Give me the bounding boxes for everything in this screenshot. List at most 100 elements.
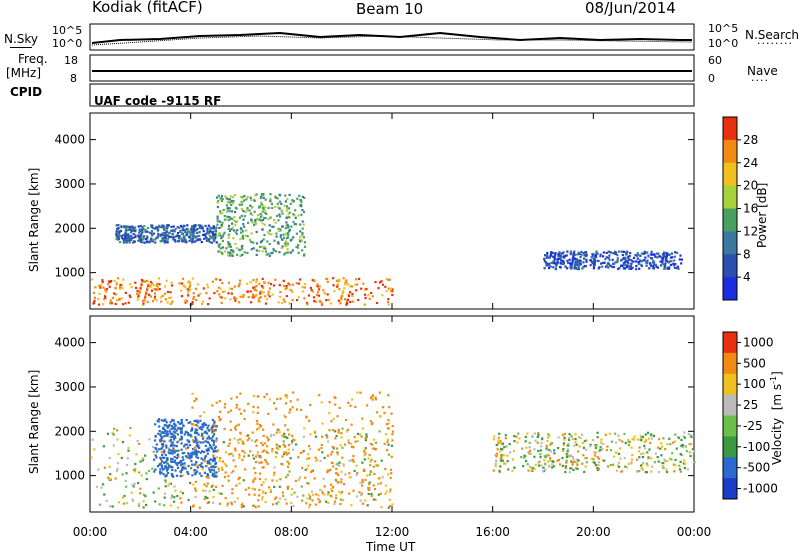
echo-cell-echo-evening bbox=[606, 264, 609, 267]
echo-cell-echo-band-lower bbox=[121, 287, 124, 290]
echo-cell-negative-flow bbox=[313, 477, 316, 480]
echo-cell-echo-arc-morning bbox=[277, 219, 280, 222]
echo-cell-positive-flow bbox=[209, 458, 212, 461]
echo-cell-echo-evening bbox=[559, 257, 562, 260]
echo-cell-echo-band-upper bbox=[151, 240, 155, 243]
echo-cell-echo-band-lower bbox=[288, 288, 292, 291]
echo-cell-evening-ground bbox=[578, 445, 581, 448]
echo-cell-echo-band-upper bbox=[148, 241, 151, 244]
echo-cell-positive-flow bbox=[211, 472, 215, 475]
echo-cell-echo-arc-morning bbox=[284, 244, 287, 248]
echo-cell-echo-band-lower bbox=[197, 294, 200, 297]
echo-cell-ground-scatter bbox=[93, 448, 96, 451]
echo-cell-positive-flow bbox=[182, 458, 185, 461]
echo-cell-echo-band-upper bbox=[210, 241, 213, 244]
echo-cell-echo-band-lower bbox=[233, 296, 236, 299]
echo-cell-evening-ground bbox=[671, 441, 674, 444]
echo-cell-echo-arc-morning bbox=[288, 211, 291, 214]
echo-cell-evening-ground bbox=[665, 468, 668, 471]
echo-cell-evening-ground bbox=[571, 461, 574, 464]
echo-cell-negative-flow bbox=[308, 445, 311, 448]
echo-cell-ground-scatter bbox=[341, 446, 344, 449]
echo-cell-ground-scatter bbox=[254, 506, 257, 509]
echo-cell-negative-flow bbox=[230, 397, 233, 400]
echo-cell-positive-flow bbox=[211, 439, 214, 442]
echo-cell-echo-band-lower bbox=[181, 277, 185, 280]
echo-cell-echo-band-lower bbox=[234, 299, 237, 302]
echo-cell-ground-scatter bbox=[377, 493, 380, 496]
echo-cell-echo-arc-morning bbox=[299, 199, 303, 202]
echo-cell-echo-band-lower bbox=[271, 293, 274, 296]
echo-cell-ground-scatter bbox=[194, 487, 197, 490]
echo-cell-echo-band-lower bbox=[187, 289, 190, 292]
echo-cell-echo-band-lower bbox=[363, 293, 367, 296]
echo-cell-ground-scatter bbox=[315, 493, 318, 496]
echo-cell-echo-evening bbox=[622, 250, 626, 253]
echo-cell-echo-band-upper bbox=[124, 230, 127, 233]
echo-cell-ground-scatter bbox=[334, 430, 337, 433]
echo-cell-echo-band-lower bbox=[332, 277, 335, 280]
echo-cell-echo-evening bbox=[570, 265, 573, 268]
echo-cell-echo-band-upper bbox=[118, 233, 121, 237]
echo-cell-echo-band-lower bbox=[207, 303, 210, 306]
echo-cell-echo-band-lower bbox=[301, 286, 304, 289]
echo-cell-ground-scatter bbox=[230, 501, 233, 504]
echo-cell-echo-arc-morning bbox=[259, 241, 262, 244]
echo-cell-evening-ground bbox=[562, 433, 565, 436]
echo-cell-echo-band-upper bbox=[143, 225, 146, 228]
echo-cell-echo-band-upper bbox=[181, 232, 184, 235]
echo-cell-echo-arc-morning bbox=[229, 195, 232, 198]
echo-cell-evening-ground bbox=[520, 456, 523, 459]
echo-cell-echo-arc-morning bbox=[225, 210, 228, 213]
echo-cell-echo-band-upper bbox=[144, 230, 147, 233]
echo-cell-ground-scatter bbox=[202, 489, 205, 492]
echo-cell-ground-scatter bbox=[98, 503, 102, 506]
echo-cell-evening-ground bbox=[525, 459, 528, 463]
echo-cell-ground-scatter bbox=[368, 481, 371, 484]
echo-cell-positive-flow bbox=[161, 453, 164, 456]
echo-cell-echo-arc-morning bbox=[276, 197, 279, 200]
echo-cell-echo-arc-morning bbox=[285, 232, 288, 235]
echo-cell-echo-arc-morning bbox=[218, 232, 221, 235]
echo-cell-ground-scatter bbox=[261, 498, 264, 501]
echo-cell-negative-flow bbox=[224, 497, 227, 500]
echo-cell-negative-flow bbox=[258, 494, 261, 497]
echo-cell-echo-band-upper bbox=[176, 226, 179, 229]
echo-cell-negative-flow bbox=[386, 427, 390, 430]
echo-cell-echo-band-lower bbox=[138, 291, 141, 294]
echo-cell-echo-evening bbox=[672, 262, 675, 265]
echo-cell-ground-scatter bbox=[100, 486, 103, 489]
echo-cell-echo-band-lower bbox=[333, 290, 336, 293]
echo-cell-ground-scatter bbox=[339, 492, 343, 495]
echo-cell-evening-ground bbox=[534, 439, 537, 442]
echo-cell-evening-ground bbox=[601, 443, 605, 446]
echo-cell-echo-arc-morning bbox=[219, 198, 222, 201]
echo-cell-echo-band-upper bbox=[198, 234, 201, 237]
echo-cell-evening-ground bbox=[574, 441, 577, 444]
echo-cell-positive-flow bbox=[194, 453, 197, 456]
echo-cell-echo-evening bbox=[612, 252, 615, 255]
echo-cell-positive-flow bbox=[186, 443, 189, 446]
echo-cell-echo-arc-morning bbox=[227, 245, 230, 248]
echo-cell-echo-evening bbox=[638, 261, 641, 264]
echo-cell-ground-scatter bbox=[176, 494, 179, 498]
echo-cell-negative-flow bbox=[215, 440, 218, 443]
echo-cell-positive-flow bbox=[179, 464, 183, 467]
echo-cell-negative-flow bbox=[258, 472, 262, 475]
echo-cell-echo-band-upper bbox=[201, 227, 204, 230]
echo-cell-evening-ground bbox=[664, 460, 667, 463]
echo-cell-echo-band-upper bbox=[199, 224, 202, 227]
echo-cell-echo-band-lower bbox=[340, 297, 343, 300]
echo-cell-negative-flow bbox=[288, 433, 291, 436]
echo-cell-echo-band-lower bbox=[390, 287, 393, 290]
echo-cell-echo-band-lower bbox=[213, 292, 216, 295]
echo-cell-ground-scatter bbox=[154, 500, 157, 503]
echo-cell-echo-band-lower bbox=[258, 282, 261, 286]
echo-cell-echo-band-upper bbox=[166, 241, 169, 244]
echo-cell-positive-flow bbox=[198, 472, 201, 475]
echo-cell-positive-flow bbox=[160, 447, 163, 450]
echo-cell-echo-band-upper bbox=[126, 238, 129, 241]
echo-cell-echo-band-lower bbox=[317, 288, 321, 291]
colorbar-segment bbox=[723, 436, 737, 458]
echo-cell-echo-evening bbox=[566, 267, 569, 270]
